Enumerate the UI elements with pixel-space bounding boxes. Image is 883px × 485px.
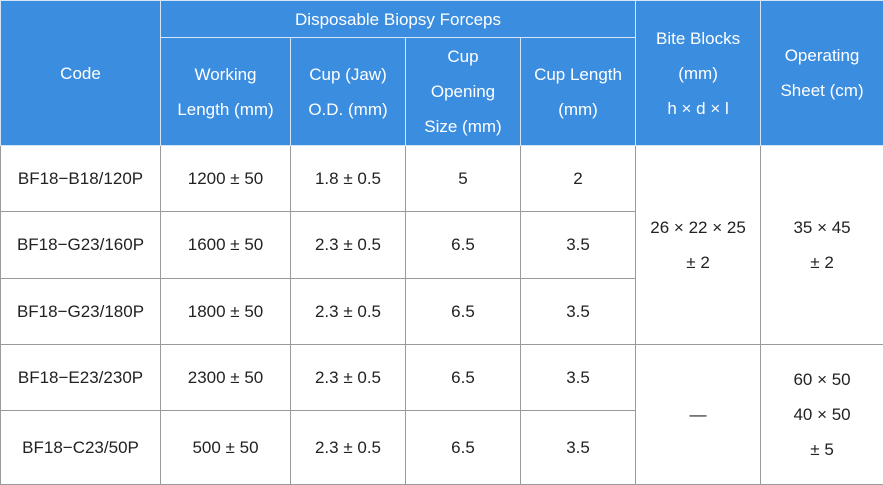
cell: BF18−C23/50P — [0, 409, 161, 485]
merged-cell: — — [635, 343, 762, 485]
header-line: (mm) — [558, 99, 598, 119]
header-line: O.D. (mm) — [308, 99, 388, 119]
cell-line: — — [689, 404, 707, 424]
cell: 6.5 — [405, 409, 521, 485]
cell: 3.5 — [519, 409, 637, 485]
header-line: Working — [194, 64, 257, 84]
cell-line: ± 2 — [810, 252, 834, 272]
header-line: Bite Blocks — [656, 28, 741, 48]
header-line: Operating — [784, 46, 860, 66]
cell: 3.5 — [519, 211, 637, 279]
cell-line: 60 × 50 — [793, 369, 851, 389]
cell: 2.3 ± 0.5 — [290, 409, 406, 485]
cell: BF18−G23/180P — [0, 277, 161, 345]
cell: 3.5 — [519, 277, 637, 345]
header-line: (mm) — [678, 63, 718, 83]
header-line: Cup — [447, 47, 479, 67]
header-line: Cup (Jaw) — [309, 64, 387, 84]
merged-cell: 26 × 22 × 25 ± 2 — [635, 145, 762, 345]
cell: 5 — [405, 145, 521, 213]
cell: 3.5 — [519, 343, 637, 411]
cell-line: 35 × 45 — [793, 217, 851, 237]
header-cell: Working Length (mm) — [160, 37, 291, 147]
cell: BF18−E23/230P — [0, 343, 161, 411]
cell: 2.3 ± 0.5 — [290, 277, 406, 345]
merged-cell: 60 × 50 40 × 50 ± 5 — [760, 343, 883, 485]
cell-line: ± 5 — [810, 439, 834, 459]
header-line: Sheet (cm) — [780, 81, 864, 101]
cell: 6.5 — [405, 211, 521, 279]
cell: 1.8 ± 0.5 — [290, 145, 406, 213]
cell: 2 — [519, 145, 637, 213]
cell: 6.5 — [405, 343, 521, 411]
header-cell: Bite Blocks (mm) h × d × l — [635, 0, 762, 147]
cell: BF18−B18/120P — [0, 145, 161, 213]
cell: 2.3 ± 0.5 — [290, 211, 406, 279]
cell-line: 40 × 50 — [793, 404, 851, 424]
header-line: Length (mm) — [177, 99, 274, 119]
header-line: h × d × l — [667, 98, 729, 118]
merged-cell: 35 × 45 ± 2 — [760, 145, 883, 345]
header-cell: Cup Opening Size (mm) — [405, 37, 521, 147]
header-cell: Cup Length (mm) — [519, 37, 637, 147]
header-cell: Operating Sheet (cm) — [760, 0, 883, 147]
cell: 500 ± 50 — [160, 409, 291, 485]
cell: BF18−G23/160P — [0, 211, 161, 279]
group-header: Disposable Biopsy Forceps — [159, 0, 637, 39]
cell-line: 26 × 22 × 25 — [650, 217, 746, 237]
cell-line: ± 2 — [686, 252, 710, 272]
header-line: Size (mm) — [424, 117, 502, 137]
cell: 2300 ± 50 — [160, 343, 291, 411]
cell: 6.5 — [405, 277, 521, 345]
header-line: Opening — [430, 82, 496, 102]
cell: 1600 ± 50 — [160, 211, 291, 279]
cell: 2.3 ± 0.5 — [290, 343, 406, 411]
header-line: Cup Length — [534, 64, 622, 84]
header-cell: Cup (Jaw) O.D. (mm) — [290, 37, 406, 147]
cell: 1200 ± 50 — [160, 145, 291, 213]
cell: 1800 ± 50 — [160, 277, 291, 345]
header-cell: Code — [0, 0, 161, 147]
